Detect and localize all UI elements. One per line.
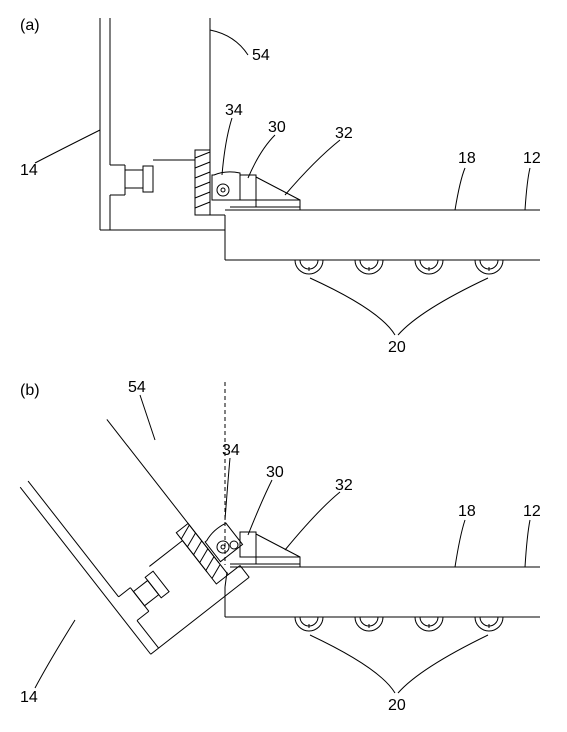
- rail-a: [225, 207, 540, 260]
- label-b-20: 20: [388, 697, 406, 714]
- diagram-canvas: (a): [0, 0, 567, 732]
- label-b-34: 34: [222, 442, 240, 459]
- label-a-34: 34: [225, 102, 243, 119]
- label-b-30: 30: [266, 464, 284, 481]
- label-b-14: 14: [20, 689, 38, 706]
- rollers-a: [295, 260, 503, 274]
- label-b-12: 12: [523, 503, 541, 520]
- label-a-30: 30: [268, 119, 286, 136]
- hinge-fixed-b: [230, 532, 300, 564]
- panel-a-label: (a): [20, 17, 40, 34]
- label-a-54: 54: [252, 47, 270, 64]
- label-a-32: 32: [335, 125, 353, 142]
- striped-plate-a: [195, 150, 210, 215]
- hinge-a: [212, 172, 300, 207]
- label-b-54: 54: [128, 379, 146, 396]
- label-a-14: 14: [20, 162, 38, 179]
- label-b-18: 18: [458, 503, 476, 520]
- panel-b-label: (b): [20, 382, 40, 399]
- rail-b: [225, 564, 540, 617]
- label-a-20: 20: [388, 339, 406, 356]
- panel-b: (b): [20, 379, 541, 714]
- label-a-18: 18: [458, 150, 476, 167]
- rollers-b: [295, 617, 503, 631]
- label-a-12: 12: [523, 150, 541, 167]
- vertical-member-a: [100, 18, 225, 230]
- panel-a: (a): [20, 17, 541, 356]
- label-b-32: 32: [335, 477, 353, 494]
